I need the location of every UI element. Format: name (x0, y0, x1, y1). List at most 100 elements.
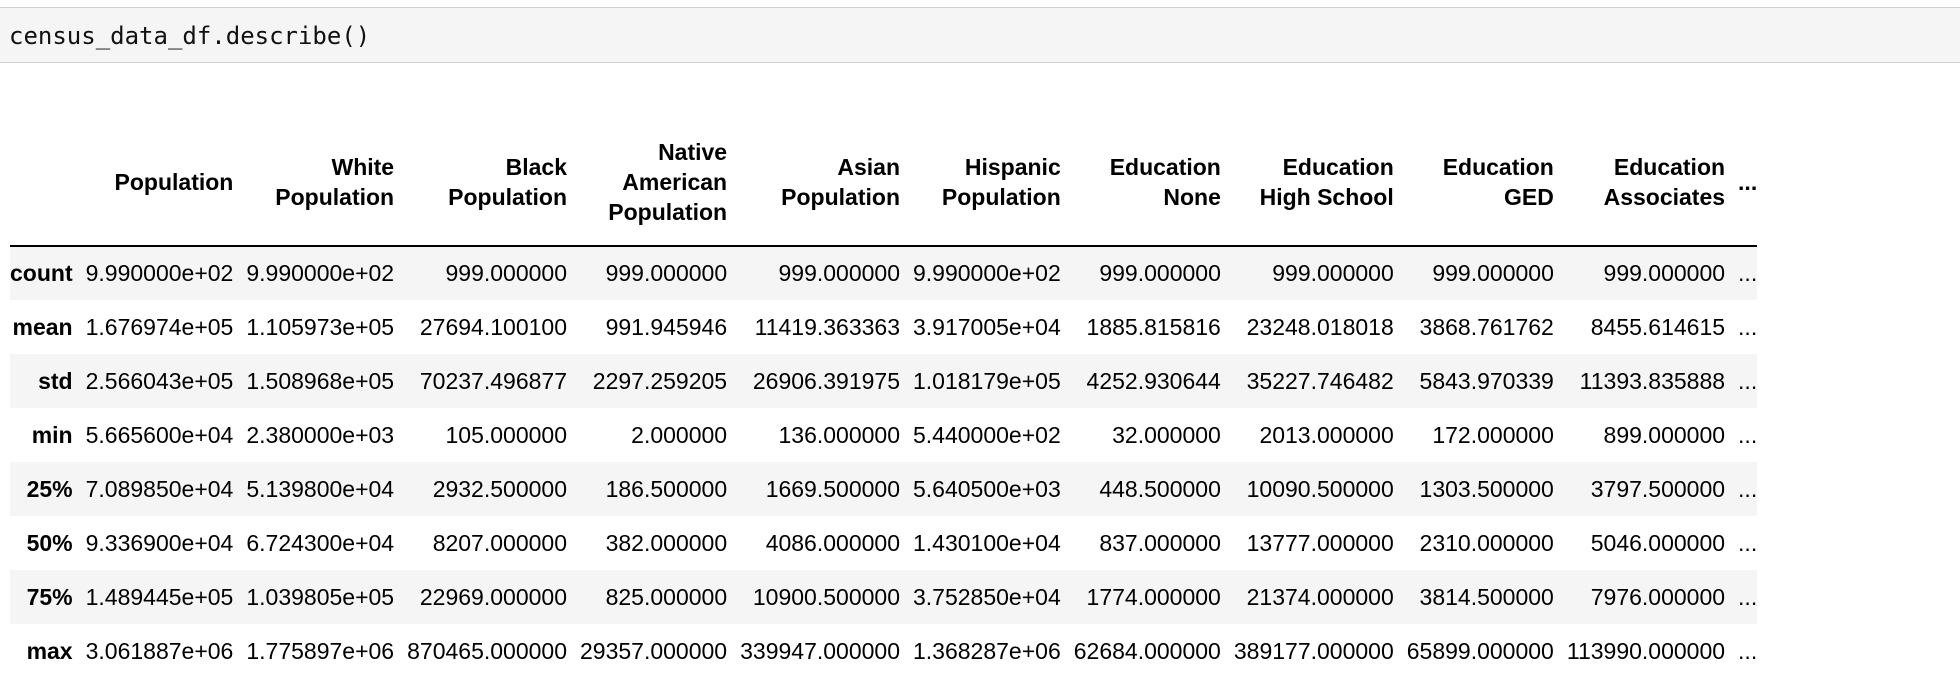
table-cell: 1.039805e+05 (246, 583, 395, 610)
table-cell: 32.000000 (1112, 421, 1221, 448)
column-header: Population (114, 168, 234, 195)
table-row: std 2.566043e+05 1.508968e+05 70237.496877 2… (10, 354, 1758, 408)
table-cell: 2.380000e+03 (246, 421, 395, 448)
table-row: max 3.061887e+06 1.775897e+06 870465.000000… (10, 624, 1758, 678)
table-cell: 136.000000 (778, 421, 900, 448)
output-area: Population White Population Black Populati… (10, 118, 1960, 690)
table-cell: 1885.815816 (1086, 313, 1221, 340)
table-cell: 105.000000 (445, 421, 567, 448)
table-cell: 4252.930644 (1086, 367, 1221, 394)
column-header: Education Associates (1603, 153, 1726, 210)
table-cell: 3.917005e+04 (913, 313, 1061, 340)
table-row: 25% 7.089850e+04 5.139800e+04 2932.500000 18… (10, 462, 1758, 516)
table-cell: 9.990000e+02 (85, 260, 234, 286)
table-cell: 3.061887e+06 (85, 637, 234, 664)
index-header (10, 118, 86, 246)
table-cell: 3814.500000 (1419, 583, 1554, 610)
table-row: 50% 9.336900e+04 6.724300e+04 8207.000000 38… (10, 516, 1758, 570)
table-cell: 448.500000 (1099, 475, 1221, 502)
row-label: count (10, 260, 73, 286)
table-cell: 2297.259205 (592, 367, 728, 394)
describe-dataframe: Population White Population Black Populati… (10, 118, 1758, 678)
table-cell: 1303.500000 (1419, 475, 1554, 502)
truncation-marker: ... (1738, 313, 1758, 340)
truncation-marker: ... (1738, 421, 1758, 448)
table-cell: 2.566043e+05 (85, 367, 234, 394)
table-cell: 389177.000000 (1233, 637, 1394, 664)
table-cell: 10090.500000 (1246, 475, 1394, 502)
table-cell: 8207.000000 (432, 529, 567, 556)
row-label: min (31, 421, 73, 448)
table-cell: 991.945946 (605, 313, 728, 340)
table-cell: 1774.000000 (1086, 583, 1221, 610)
table-cell: 999.000000 (1603, 260, 1726, 286)
table-cell: 70237.496877 (419, 367, 567, 394)
table-cell: 186.500000 (605, 475, 728, 502)
table-cell: 1.018179e+05 (913, 367, 1061, 394)
table-cell: 2013.000000 (1259, 421, 1394, 448)
table-cell: 4086.000000 (765, 529, 900, 556)
table-cell: 825.000000 (605, 583, 728, 610)
table-cell: 1.368287e+06 (913, 637, 1061, 664)
table-cell: 999.000000 (445, 260, 567, 286)
truncation-marker: ... (1738, 168, 1758, 195)
truncation-marker: ... (1738, 583, 1758, 610)
table-cell: 5.139800e+04 (246, 475, 395, 502)
table-cell: 22969.000000 (419, 583, 567, 610)
table-cell: 6.724300e+04 (246, 529, 395, 556)
truncation-marker: ... (1738, 260, 1758, 286)
table-cell: 382.000000 (605, 529, 728, 556)
table-cell: 7.089850e+04 (85, 475, 234, 502)
table-cell: 999.000000 (1432, 260, 1554, 286)
column-header: Education None (1109, 153, 1221, 210)
table-cell: 999.000000 (1099, 260, 1221, 286)
table-cell: 2932.500000 (432, 475, 567, 502)
table-cell: 1.105973e+05 (246, 313, 395, 340)
row-label: mean (12, 313, 73, 340)
row-label: 25% (26, 475, 73, 502)
table-cell: 3868.761762 (1419, 313, 1554, 340)
table-cell: 5.640500e+03 (913, 475, 1061, 502)
table-cell: 23248.018018 (1246, 313, 1394, 340)
table-cell: 339947.000000 (740, 637, 900, 664)
table-cell: 9.990000e+02 (246, 260, 395, 286)
table-body: count 9.990000e+02 9.990000e+02 999.000000 9… (10, 246, 1758, 678)
column-header: Education High School (1259, 153, 1394, 210)
table-cell: 2.000000 (631, 421, 728, 448)
table-cell: 27694.100100 (419, 313, 567, 340)
table-cell: 29357.000000 (580, 637, 728, 664)
table-cell: 113990.000000 (1566, 637, 1726, 664)
table-cell: 1.676974e+05 (85, 313, 234, 340)
table-cell: 5.440000e+02 (913, 421, 1061, 448)
table-cell: 11419.363363 (754, 313, 900, 340)
table-cell: 5843.970339 (1419, 367, 1554, 394)
column-header: Education GED (1442, 153, 1554, 210)
table-cell: 172.000000 (1432, 421, 1554, 448)
table-cell: 7976.000000 (1590, 583, 1726, 610)
row-label: 50% (26, 529, 73, 556)
table-cell: 870465.000000 (407, 637, 567, 664)
table-cell: 9.990000e+02 (913, 260, 1061, 286)
table-cell: 21374.000000 (1246, 583, 1394, 610)
column-header: Black Population (448, 153, 567, 210)
table-cell: 11393.835888 (1579, 367, 1726, 394)
table-row: min 5.665600e+04 2.380000e+03 105.000000 2.0… (10, 408, 1758, 462)
row-label: 75% (26, 583, 73, 610)
table-row: count 9.990000e+02 9.990000e+02 999.000000 9… (10, 246, 1758, 300)
table-cell: 837.000000 (1099, 529, 1221, 556)
code-cell[interactable]: census_data_df.describe() (0, 7, 1960, 63)
column-header: Hispanic Population (941, 153, 1061, 210)
column-header: Native American Population (608, 138, 728, 225)
truncation-marker: ... (1738, 529, 1758, 556)
table-cell: 899.000000 (1603, 421, 1726, 448)
table-cell: 13777.000000 (1246, 529, 1394, 556)
table-cell: 35227.746482 (1246, 367, 1394, 394)
code-input[interactable]: census_data_df.describe() (9, 22, 371, 50)
table-row: mean 1.676974e+05 1.105973e+05 27694.100100… (10, 300, 1758, 354)
column-header: White Population (275, 153, 395, 210)
table-cell: 62684.000000 (1073, 637, 1221, 664)
table-cell: 999.000000 (778, 260, 900, 286)
table-cell: 1.430100e+04 (913, 529, 1061, 556)
column-header: Asian Population (781, 153, 900, 210)
table-cell: 8455.614615 (1590, 313, 1726, 340)
